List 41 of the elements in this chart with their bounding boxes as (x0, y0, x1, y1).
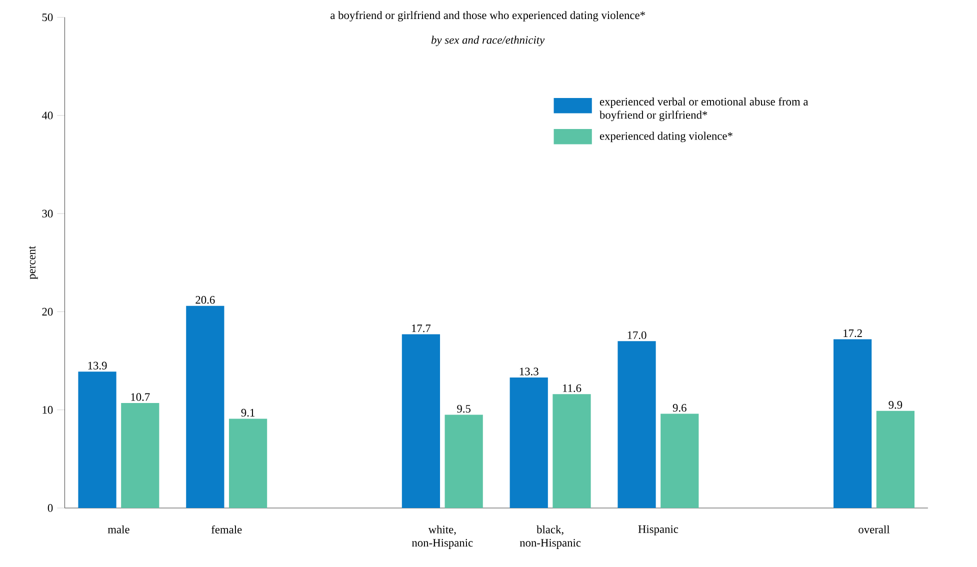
bar (660, 414, 699, 508)
legend-label: experienced verbal or emotional abuse from a boyfriend or girlfriend* (600, 97, 808, 122)
bar (78, 372, 116, 508)
x-tick-label: male (108, 525, 130, 534)
y-axis-title: percent (28, 246, 38, 280)
x-tick-label: female (211, 525, 242, 534)
data-label: 17.2 (844, 329, 862, 338)
data-label: 9.1 (241, 408, 254, 417)
data-label: 9.6 (672, 404, 686, 412)
data-label: 10.7 (131, 393, 150, 401)
bar (876, 410, 914, 508)
y-tick-label: 20 (42, 308, 53, 316)
y-tick-label: 30 (42, 210, 53, 218)
bar (444, 414, 483, 508)
y-tick-label: 10 (42, 406, 53, 414)
data-label: 13.3 (520, 368, 538, 376)
bar (228, 418, 268, 508)
bar (121, 403, 160, 508)
bar (618, 341, 656, 508)
data-label: 11.6 (562, 384, 582, 392)
y-tick-label: 0 (48, 504, 53, 512)
data-label: 17.0 (628, 331, 646, 340)
data-label: 9.9 (888, 401, 902, 409)
bar (834, 339, 872, 508)
bar (510, 378, 548, 508)
y-tick-label: 40 (42, 112, 53, 120)
x-tick-label: Hispanic (638, 525, 678, 536)
chart-title: a boyfriend or girlfriend and those who experienced dating violence* (330, 10, 645, 22)
bar (552, 394, 591, 508)
x-tick-label: black, non-Hispanic (520, 525, 581, 549)
data-label: 17.7 (412, 324, 431, 332)
x-tick-label: overall (858, 525, 890, 534)
y-tick-label: 50 (42, 14, 53, 22)
data-label: 20.6 (196, 296, 215, 304)
x-tick-label: white, non-Hispanic (412, 525, 473, 549)
legend-label: experienced dating violence* (600, 132, 732, 142)
text: by sex and race/ethnicity (431, 36, 545, 46)
bar (402, 334, 440, 508)
data-label: 9.5 (457, 405, 471, 413)
bar (186, 306, 224, 508)
data-label: 13.9 (88, 362, 107, 370)
